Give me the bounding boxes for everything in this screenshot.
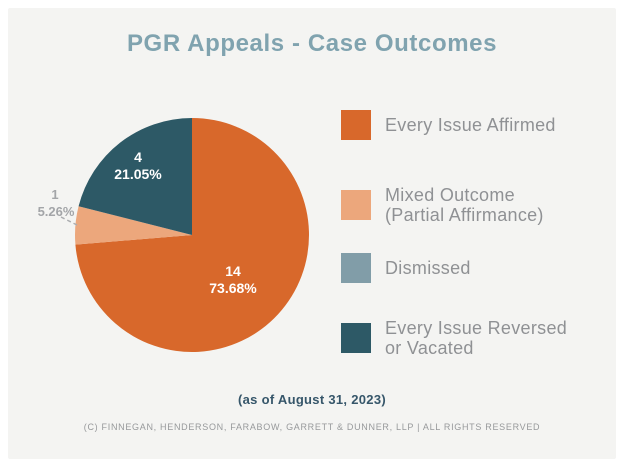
copyright-line: (C) FINNEGAN, HENDERSON, FARABOW, GARRET… <box>83 422 541 432</box>
pie-slice-every-issue-reversed <box>78 118 192 235</box>
legend-item-every-issue-reversed: Every Issue Reversed or Vacated <box>341 318 601 358</box>
affirmed-slice-count-label: 14 <box>225 263 241 279</box>
pie-chart: 4 21.05% 14 73.68% 1 5.26% <box>38 118 310 352</box>
legend-label-mixed: Mixed Outcome (Partial Affirmance) <box>385 185 544 225</box>
legend-label-dismissed: Dismissed <box>385 258 471 278</box>
legend-item-mixed-outcome: Mixed Outcome (Partial Affirmance) <box>341 185 601 225</box>
mixed-outcome-leader-line <box>60 216 78 226</box>
mixed-slice-count-label: 1 <box>51 187 58 202</box>
affirmed-slice-pct-label: 73.68% <box>209 280 257 296</box>
affirmed-swatch-icon <box>341 110 371 140</box>
legend-item-every-issue-affirmed: Every Issue Affirmed <box>341 110 601 140</box>
reversed-slice-pct-label: 21.05% <box>114 166 162 182</box>
mixed-slice-pct-label: 5.26% <box>38 204 75 219</box>
legend-label-affirmed: Every Issue Affirmed <box>385 115 556 135</box>
chart-title: PGR Appeals - Case Outcomes <box>126 30 498 57</box>
legend-label-reversed: Every Issue Reversed or Vacated <box>385 318 568 358</box>
pie-slice-every-issue-affirmed <box>75 118 310 352</box>
reversed-swatch-icon <box>341 323 371 353</box>
mixed-swatch-icon <box>341 190 371 220</box>
pie-slice-mixed-outcome <box>75 206 192 245</box>
as-of-date-note: (as of August 31, 2023) <box>237 392 386 407</box>
reversed-slice-count-label: 4 <box>134 149 142 165</box>
legend-item-dismissed: Dismissed <box>341 253 601 283</box>
dismissed-swatch-icon <box>341 253 371 283</box>
